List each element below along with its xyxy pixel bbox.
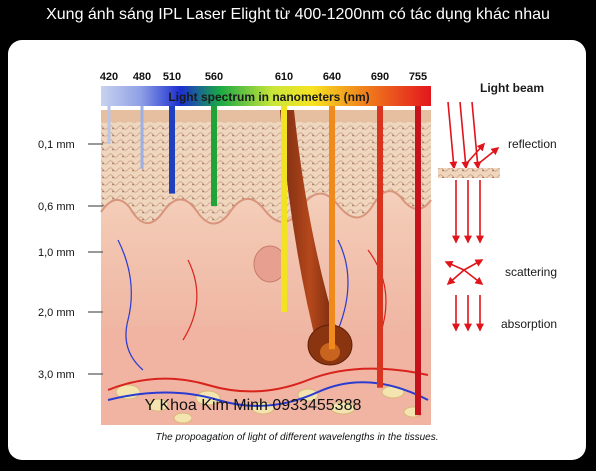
depth-label: 2,0 mm [38,307,75,319]
diagram-card: Light spectrum in nanometers (nm) 420 480… [8,40,586,460]
wavelength-label-690: 690 [371,71,389,83]
ray-420nm [107,106,111,144]
skin-light-diagram: Light spectrum in nanometers (nm) 420 480… [38,71,557,443]
figure-caption: The propoagation of light of different w… [156,432,439,443]
depth-axis: 0,1 mm 0,6 mm 1,0 mm 2,0 mm 3,0 mm [38,139,103,381]
light-behaviour-panel: Light beam reflection scattering absorpt… [438,81,557,332]
depth-label: 0,6 mm [38,201,75,213]
depth-label: 3,0 mm [38,369,75,381]
spectrum-bar [101,86,431,106]
watermark-text: Y Khoa Kim Minh 0933455388 [145,397,362,414]
wavelength-label-755: 755 [409,71,427,83]
ray-610nm [281,106,287,312]
depth-label: 1,0 mm [38,247,75,259]
absorption-label: absorption [501,317,557,331]
wavelength-label-420: 420 [100,71,118,83]
scattering-label: scattering [505,265,557,279]
wavelength-label-510: 510 [163,71,181,83]
ray-690nm [377,106,383,388]
wavelength-label-480: 480 [133,71,151,83]
light-beam-label: Light beam [480,81,544,95]
wavelength-label-560: 560 [205,71,223,83]
tissue-block [100,110,432,425]
ray-755nm [415,106,421,416]
spectrum-label: Light spectrum in nanometers (nm) [168,90,369,104]
ray-510nm [169,106,175,194]
ray-640nm [329,106,335,350]
ray-480nm [140,106,144,169]
reflection-label: reflection [508,137,557,151]
wavelength-rays [107,106,421,416]
wavelength-label-610: 610 [275,71,293,83]
wavelength-labels: 420 480 510 560 610 640 690 755 [100,71,427,83]
depth-label: 0,1 mm [38,139,75,151]
ray-560nm [211,106,217,206]
wavelength-label-640: 640 [323,71,341,83]
page-title: Xung ánh sáng IPL Laser Elight từ 400-12… [46,6,550,23]
